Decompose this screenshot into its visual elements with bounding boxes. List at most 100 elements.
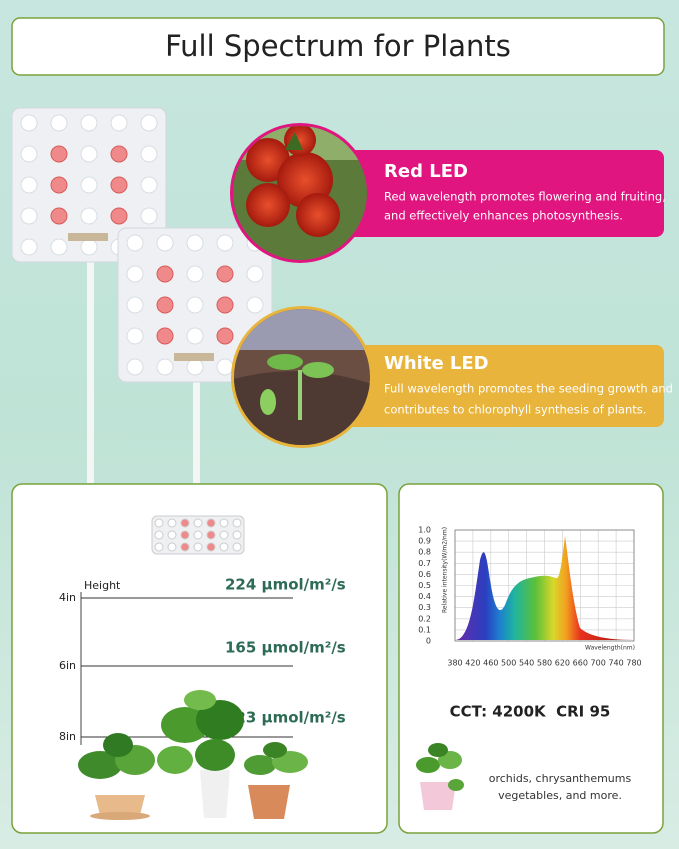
y-tick-label: 0.9 xyxy=(418,537,431,546)
white-led xyxy=(126,296,144,314)
white-led-title: White LED xyxy=(384,353,489,374)
white-led-text: Full wavelength promotes the seeding gro… xyxy=(384,382,673,396)
red-led xyxy=(180,530,190,540)
white-led xyxy=(193,542,203,552)
x-tick-label: 380 xyxy=(447,659,462,668)
white-led xyxy=(20,176,38,194)
white-led xyxy=(110,114,128,132)
white-led-banner xyxy=(300,345,664,427)
white-led xyxy=(140,145,158,163)
y-tick-label: 0.2 xyxy=(418,614,431,623)
white-led xyxy=(219,530,229,540)
spectrum-x-label: Wavelength(nm) xyxy=(585,645,635,652)
white-led xyxy=(246,265,264,283)
connector xyxy=(68,233,108,241)
ppfd-value: 165 μmol/m²/s xyxy=(225,639,346,657)
connector xyxy=(174,353,214,361)
x-tick-label: 420 xyxy=(465,659,480,668)
y-tick-label: 0.1 xyxy=(418,625,431,634)
coverage-rows: 4in 224 μmol/m²/s 6in 165 μmol/m²/s 8in 123 μ… xyxy=(59,576,346,744)
spectrum-curve xyxy=(455,536,634,640)
white-led xyxy=(126,234,144,252)
white-led xyxy=(246,296,264,314)
white-led xyxy=(219,542,229,552)
pot-plant-image xyxy=(416,743,464,810)
red-led-text: Red wavelength promotes flowering and fr… xyxy=(384,190,666,204)
white-led xyxy=(126,358,144,376)
white-led xyxy=(167,530,177,540)
white-led xyxy=(186,358,204,376)
red-led xyxy=(180,518,190,528)
x-tick-label: 460 xyxy=(483,659,498,668)
height-tick-label: 8in xyxy=(59,730,76,743)
white-led xyxy=(20,145,38,163)
y-tick-label: 0.5 xyxy=(418,581,431,590)
white-led xyxy=(50,114,68,132)
white-led xyxy=(80,145,98,163)
x-tick-label: 740 xyxy=(608,659,623,668)
white-led xyxy=(232,518,242,528)
white-led xyxy=(219,518,229,528)
red-led-text: and effectively enhances photosynthesis. xyxy=(384,209,623,223)
red-led xyxy=(156,296,174,314)
white-led xyxy=(186,234,204,252)
white-led xyxy=(80,114,98,132)
white-led xyxy=(140,176,158,194)
white-led xyxy=(140,114,158,132)
uses-text: orchids, chrysanthemums xyxy=(489,772,632,785)
x-tick-label: 660 xyxy=(573,659,588,668)
white-led xyxy=(167,518,177,528)
x-tick-label: 620 xyxy=(555,659,570,668)
red-led-banner xyxy=(300,150,664,237)
ppfd-value: 123 μmol/m²/s xyxy=(225,709,346,727)
red-led xyxy=(206,518,216,528)
white-led xyxy=(154,518,164,528)
red-led xyxy=(216,296,234,314)
red-led xyxy=(110,176,128,194)
uses-text: vegetables, and more. xyxy=(498,789,622,802)
x-tick-label: 540 xyxy=(519,659,534,668)
red-led xyxy=(50,176,68,194)
white-led xyxy=(216,358,234,376)
red-led xyxy=(180,542,190,552)
white-led xyxy=(193,518,203,528)
white-led xyxy=(154,530,164,540)
white-led-text: contributes to chlorophyll synthesis of … xyxy=(384,403,646,417)
white-led xyxy=(186,296,204,314)
x-tick-label: 580 xyxy=(537,659,552,668)
page-title: Full Spectrum for Plants xyxy=(165,29,511,63)
ppfd-value: 224 μmol/m²/s xyxy=(225,576,346,594)
title-box xyxy=(11,17,665,76)
spectrum-frame xyxy=(454,529,635,642)
y-tick-label: 0.7 xyxy=(418,559,431,568)
x-tick-label: 700 xyxy=(591,659,606,668)
spectrum-panel xyxy=(398,483,664,834)
white-led xyxy=(20,207,38,225)
red-led xyxy=(110,145,128,163)
white-led xyxy=(20,114,38,132)
red-led xyxy=(156,327,174,345)
x-tick-label: 500 xyxy=(501,659,516,668)
white-led xyxy=(186,265,204,283)
white-led xyxy=(20,238,38,256)
white-led xyxy=(232,530,242,540)
white-led xyxy=(167,542,177,552)
led-panels xyxy=(11,107,273,383)
mini-led xyxy=(151,515,245,555)
white-led xyxy=(154,542,164,552)
y-tick-label: 0.3 xyxy=(418,603,431,612)
white-led xyxy=(186,327,204,345)
red-led xyxy=(50,207,68,225)
y-tick-label: 1.0 xyxy=(418,526,431,535)
white-led xyxy=(80,207,98,225)
red-led xyxy=(206,542,216,552)
white-led xyxy=(193,530,203,540)
x-tick-label: 780 xyxy=(626,659,641,668)
red-led-title: Red LED xyxy=(384,161,468,182)
white-led xyxy=(126,327,144,345)
red-led xyxy=(110,207,128,225)
red-led xyxy=(206,530,216,540)
white-led xyxy=(156,358,174,376)
red-led xyxy=(216,327,234,345)
